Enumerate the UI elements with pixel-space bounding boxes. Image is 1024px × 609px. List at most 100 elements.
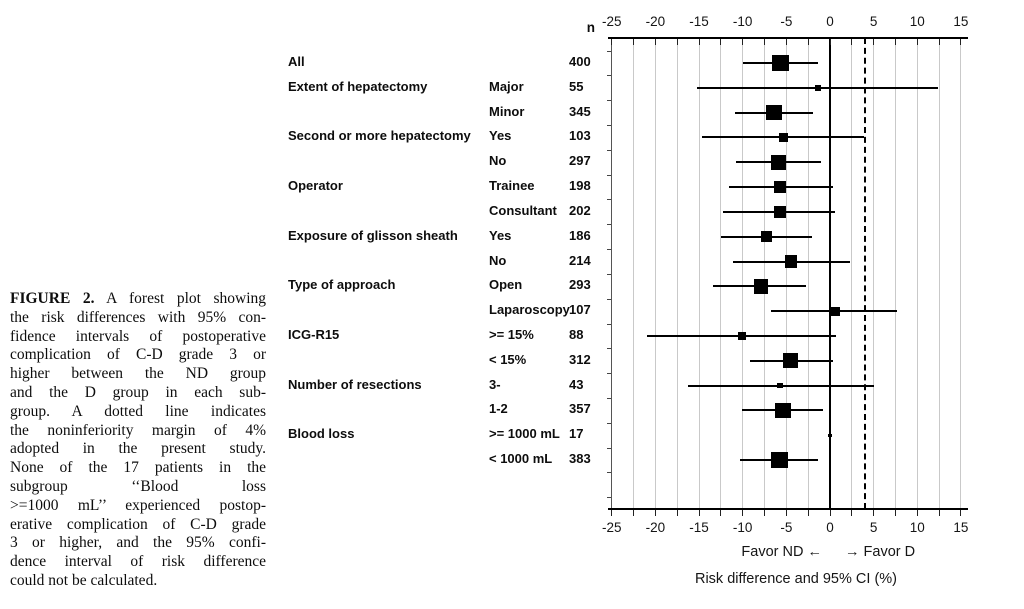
gridline: [676, 37, 678, 509]
caption-line: >=1000 mL’’ experienced postop-: [10, 496, 266, 514]
bottom-axis-tick: [698, 509, 700, 516]
estimate-square: [814, 84, 821, 91]
estimate-square: [774, 181, 787, 193]
bottom-axis-tick: [785, 509, 787, 516]
row-n-value: 214: [569, 252, 591, 268]
row-group-label: Blood loss: [288, 426, 355, 442]
gridline: [894, 37, 896, 509]
row-boundary-tick: [606, 249, 611, 251]
estimate-square: [777, 382, 783, 389]
bottom-axis-tick: [742, 509, 744, 516]
row-n-value: 55: [569, 78, 584, 94]
bottom-axis-tick: [829, 509, 831, 516]
bottom-axis-tick: [807, 509, 809, 516]
x-tick-label-top: -10: [732, 14, 753, 29]
x-tick-label-top: 5: [869, 14, 878, 29]
estimate-square: [774, 402, 791, 419]
x-axis-title: Risk difference and 95% CI (%): [694, 571, 898, 587]
row-subgroup-label: No: [489, 153, 507, 169]
row-n-value: 103: [569, 128, 591, 144]
row-n-value: 312: [569, 351, 591, 367]
x-tick-label-bottom: -10: [732, 520, 753, 535]
top-axis-tick: [873, 38, 875, 45]
row-boundary-tick: [606, 174, 611, 176]
caption-line: fidence intervals of postoperative: [10, 327, 266, 345]
row-group-label: Number of resections: [288, 376, 422, 392]
row-n-value: 357: [569, 401, 591, 417]
estimate-square: [737, 332, 746, 340]
estimate-square: [830, 306, 840, 316]
gridline: [654, 37, 656, 509]
row-n-value: 383: [569, 451, 591, 467]
row-boundary-tick: [606, 298, 611, 300]
estimate-square: [753, 279, 769, 294]
row-subgroup-label: 3-: [489, 376, 501, 392]
gridline: [916, 37, 918, 509]
top-axis-tick: [960, 38, 962, 45]
row-subgroup-label: Laparoscopy: [489, 302, 570, 318]
gridline: [960, 37, 962, 509]
caption-line: 3 or higher, and the 95% confi-: [10, 534, 266, 552]
top-axis-tick: [654, 38, 656, 45]
row-boundary-tick: [606, 472, 611, 474]
gridline: [611, 37, 613, 509]
row-boundary-tick: [606, 149, 611, 151]
top-axis-tick: [851, 38, 853, 45]
gridline: [851, 37, 853, 509]
top-axis-tick: [764, 38, 766, 45]
gridline: [633, 37, 635, 509]
caption-line: subgroup ‘‘Blood loss: [10, 477, 266, 495]
top-axis-tick: [785, 38, 787, 45]
x-tick-label-bottom: -25: [601, 520, 622, 535]
gridline: [807, 37, 809, 509]
row-subgroup-label: < 1000 mL: [489, 451, 553, 467]
row-n-value: 88: [569, 327, 584, 343]
row-boundary-tick: [606, 497, 611, 499]
bottom-axis-tick: [633, 509, 635, 516]
row-boundary-tick: [606, 50, 611, 52]
gridline: [785, 37, 787, 509]
row-group-label: All: [288, 54, 305, 69]
row-subgroup-label: Yes: [489, 128, 512, 144]
caption-line: FIGURE 2. A forest plot showing: [10, 290, 266, 307]
row-n-value: 43: [569, 376, 584, 392]
caption-line: complication of C-D grade 3 or: [10, 346, 266, 364]
row-boundary-tick: [606, 447, 611, 449]
row-n-value: 400: [569, 54, 591, 69]
caption-line: erative complication of C-D grade: [10, 515, 266, 533]
row-subgroup-label: No: [489, 252, 507, 268]
row-group-label: Type of approach: [288, 277, 396, 293]
x-tick-label-top: 0: [826, 14, 834, 29]
x-tick-label-bottom: -5: [780, 520, 793, 535]
figure-caption: FIGURE 2. A forest plot showing the risk …: [10, 290, 266, 591]
estimate-square: [771, 451, 788, 469]
estimate-square: [784, 255, 797, 268]
row-subgroup-label: >= 15%: [489, 327, 534, 343]
bottom-axis-tick: [654, 509, 656, 516]
bottom-axis-tick: [676, 509, 678, 516]
caption-line: adopted in the present study.: [10, 440, 266, 458]
top-axis-line: [608, 36, 968, 39]
estimate-square: [771, 155, 786, 170]
zero-line: [829, 37, 831, 509]
row-n-value: 297: [569, 153, 591, 169]
row-subgroup-label: Minor: [489, 103, 525, 119]
estimate-square: [771, 54, 789, 72]
bottom-axis-tick: [873, 509, 875, 516]
x-tick-label-bottom: 10: [909, 520, 925, 535]
x-tick-label-bottom: 0: [826, 520, 834, 535]
row-n-value: 107: [569, 302, 591, 318]
row-subgroup-label: >= 1000 mL: [489, 426, 560, 442]
row-boundary-tick: [606, 224, 611, 226]
row-subgroup-label: Open: [489, 277, 523, 293]
x-tick-label-bottom: 5: [869, 520, 878, 535]
caption-line: the risk differences with 95% con-: [10, 308, 266, 326]
estimate-square: [779, 133, 788, 142]
estimate-square: [783, 353, 799, 369]
gridline: [698, 37, 700, 509]
bottom-axis-tick: [916, 509, 918, 516]
top-axis-tick: [676, 38, 678, 45]
caption-line: and the D group in each sub-: [10, 383, 266, 401]
row-n-value: 202: [569, 202, 591, 218]
